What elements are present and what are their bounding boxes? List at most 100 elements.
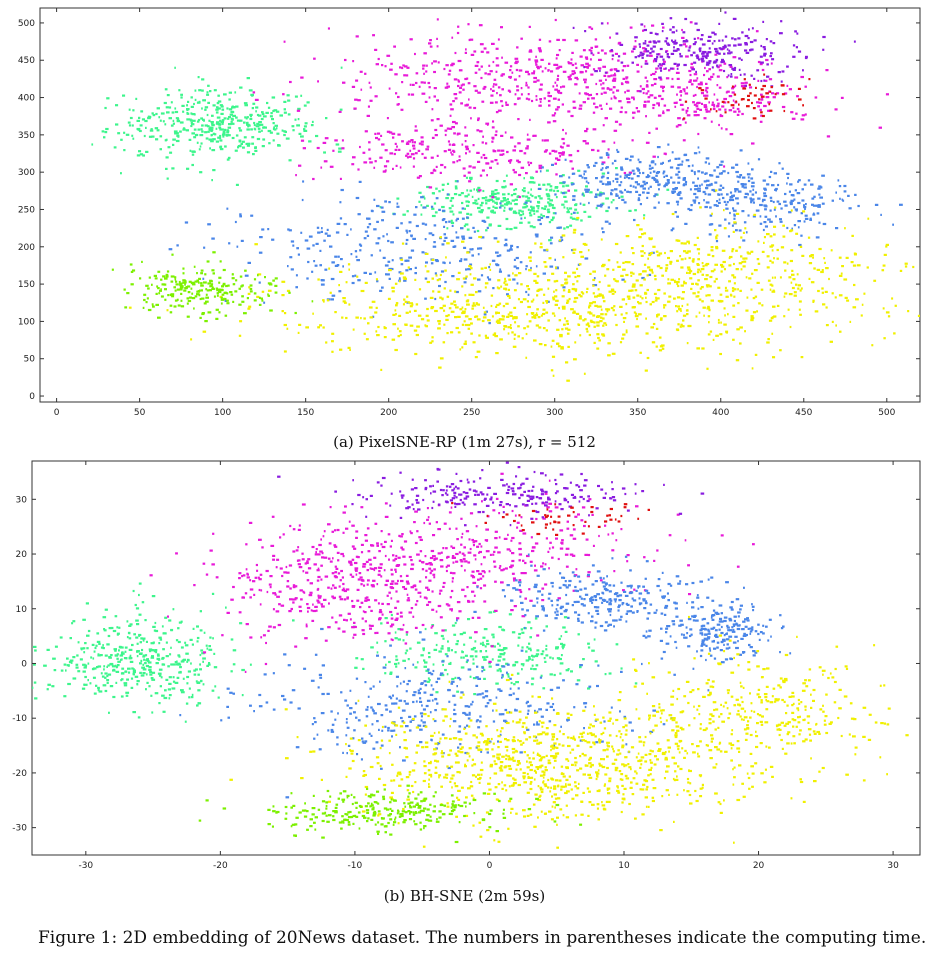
point xyxy=(773,233,776,236)
point xyxy=(553,314,556,317)
point xyxy=(501,318,505,321)
point xyxy=(288,291,291,294)
point xyxy=(831,320,834,323)
point xyxy=(507,326,511,329)
point xyxy=(399,333,402,337)
point xyxy=(481,201,484,204)
point xyxy=(136,655,139,658)
point xyxy=(676,280,680,284)
point xyxy=(531,312,534,315)
point xyxy=(716,75,720,78)
point xyxy=(666,109,670,112)
point xyxy=(690,83,694,86)
point xyxy=(444,133,447,137)
point xyxy=(196,133,199,137)
point xyxy=(182,272,185,275)
point xyxy=(386,54,391,57)
point xyxy=(764,208,767,211)
point xyxy=(82,663,86,666)
point xyxy=(690,66,694,69)
point xyxy=(420,654,424,657)
point xyxy=(121,678,124,681)
point xyxy=(548,40,552,43)
point xyxy=(206,113,209,117)
point xyxy=(735,268,739,271)
point xyxy=(360,289,365,293)
point xyxy=(680,323,683,326)
point xyxy=(564,158,567,161)
point xyxy=(564,327,569,330)
point xyxy=(382,235,385,238)
point xyxy=(428,656,431,659)
point xyxy=(847,194,850,197)
point xyxy=(400,108,404,111)
y-tick-label: 300 xyxy=(18,168,35,178)
point xyxy=(51,685,55,688)
point xyxy=(412,83,415,86)
point xyxy=(156,285,159,288)
point xyxy=(706,91,709,94)
point xyxy=(400,258,404,261)
point xyxy=(528,163,530,167)
point xyxy=(649,52,652,55)
point xyxy=(718,172,723,175)
point xyxy=(495,312,497,315)
point xyxy=(598,79,603,82)
point xyxy=(211,114,214,117)
point xyxy=(397,628,402,631)
point xyxy=(572,195,576,198)
point xyxy=(723,101,727,104)
point xyxy=(188,138,192,141)
point xyxy=(860,314,863,317)
point xyxy=(693,192,697,196)
point xyxy=(696,54,699,57)
point xyxy=(515,68,519,72)
point xyxy=(226,131,230,134)
point xyxy=(514,57,519,60)
point xyxy=(636,224,640,227)
point xyxy=(555,108,559,111)
point xyxy=(480,209,484,212)
point xyxy=(697,258,700,261)
point xyxy=(686,86,688,89)
point xyxy=(199,134,204,137)
point xyxy=(187,299,192,303)
point xyxy=(570,308,574,311)
point xyxy=(677,124,682,127)
point xyxy=(674,157,678,160)
point xyxy=(698,58,701,61)
point xyxy=(574,83,578,86)
point xyxy=(450,219,453,222)
point xyxy=(424,223,428,226)
point xyxy=(448,143,451,146)
point xyxy=(508,296,511,299)
point xyxy=(464,140,467,143)
point xyxy=(517,325,520,328)
point xyxy=(405,311,409,314)
point xyxy=(716,200,719,203)
point xyxy=(734,38,737,41)
point xyxy=(324,232,328,235)
point xyxy=(256,137,261,141)
point xyxy=(171,253,174,256)
point xyxy=(258,130,261,133)
point xyxy=(394,662,398,666)
point xyxy=(924,312,928,314)
point xyxy=(472,341,476,344)
point xyxy=(465,48,467,51)
point xyxy=(607,354,611,357)
point xyxy=(779,220,783,223)
point xyxy=(440,647,444,650)
point xyxy=(735,170,739,174)
point xyxy=(741,98,745,101)
point xyxy=(683,183,687,186)
point xyxy=(779,349,782,352)
point xyxy=(191,696,194,699)
point xyxy=(515,60,519,63)
point xyxy=(505,302,509,305)
point xyxy=(784,204,788,207)
point xyxy=(260,123,264,126)
point xyxy=(327,27,330,30)
point xyxy=(468,236,473,239)
point xyxy=(421,92,426,95)
